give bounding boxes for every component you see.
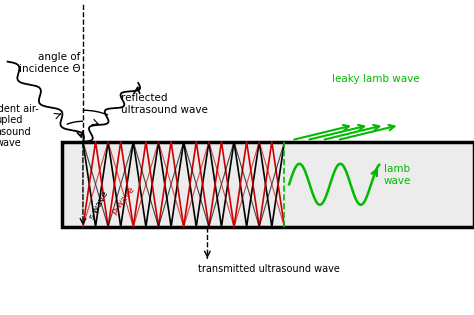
Text: transmitted ultrasound wave: transmitted ultrasound wave	[198, 264, 340, 274]
Text: ident air-
upled
asound
wave: ident air- upled asound wave	[0, 104, 39, 148]
Text: leaky lamb wave: leaky lamb wave	[332, 74, 419, 84]
Text: lamb
wave: lamb wave	[384, 164, 411, 186]
Text: angle of
incidence Θ: angle of incidence Θ	[19, 52, 81, 74]
Text: s-wave: s-wave	[88, 188, 110, 220]
Bar	[62, 142, 474, 227]
Text: p-wave: p-wave	[109, 184, 137, 216]
Text: reflected
ultrasound wave: reflected ultrasound wave	[121, 93, 208, 115]
